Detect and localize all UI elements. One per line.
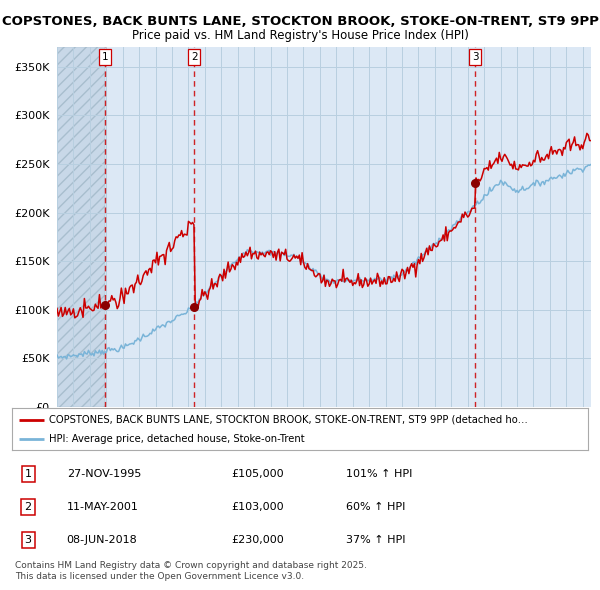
Text: HPI: Average price, detached house, Stoke-on-Trent: HPI: Average price, detached house, Stok… (49, 434, 305, 444)
Text: £230,000: £230,000 (231, 535, 284, 545)
Text: 27-NOV-1995: 27-NOV-1995 (67, 469, 141, 478)
Text: 2: 2 (25, 502, 32, 512)
Text: £105,000: £105,000 (231, 469, 284, 478)
Text: 2: 2 (191, 52, 197, 62)
Text: Price paid vs. HM Land Registry's House Price Index (HPI): Price paid vs. HM Land Registry's House … (131, 30, 469, 42)
Text: 1: 1 (25, 469, 32, 478)
Text: 1: 1 (101, 52, 108, 62)
Text: Contains HM Land Registry data © Crown copyright and database right 2025.: Contains HM Land Registry data © Crown c… (15, 560, 367, 569)
Text: This data is licensed under the Open Government Licence v3.0.: This data is licensed under the Open Gov… (15, 572, 304, 581)
Bar (57, 47, 104, 407)
Text: £103,000: £103,000 (231, 502, 284, 512)
Text: 37% ↑ HPI: 37% ↑ HPI (346, 535, 406, 545)
Text: 08-JUN-2018: 08-JUN-2018 (67, 535, 137, 545)
Bar (57, 47, 104, 407)
Text: 3: 3 (472, 52, 478, 62)
Text: COPSTONES, BACK BUNTS LANE, STOCKTON BROOK, STOKE-ON-TRENT, ST9 9PP: COPSTONES, BACK BUNTS LANE, STOCKTON BRO… (2, 15, 598, 28)
Text: 11-MAY-2001: 11-MAY-2001 (67, 502, 139, 512)
Text: 3: 3 (25, 535, 32, 545)
Text: 101% ↑ HPI: 101% ↑ HPI (346, 469, 412, 478)
Text: COPSTONES, BACK BUNTS LANE, STOCKTON BROOK, STOKE-ON-TRENT, ST9 9PP (detached ho: COPSTONES, BACK BUNTS LANE, STOCKTON BRO… (49, 415, 528, 425)
Text: 60% ↑ HPI: 60% ↑ HPI (346, 502, 406, 512)
